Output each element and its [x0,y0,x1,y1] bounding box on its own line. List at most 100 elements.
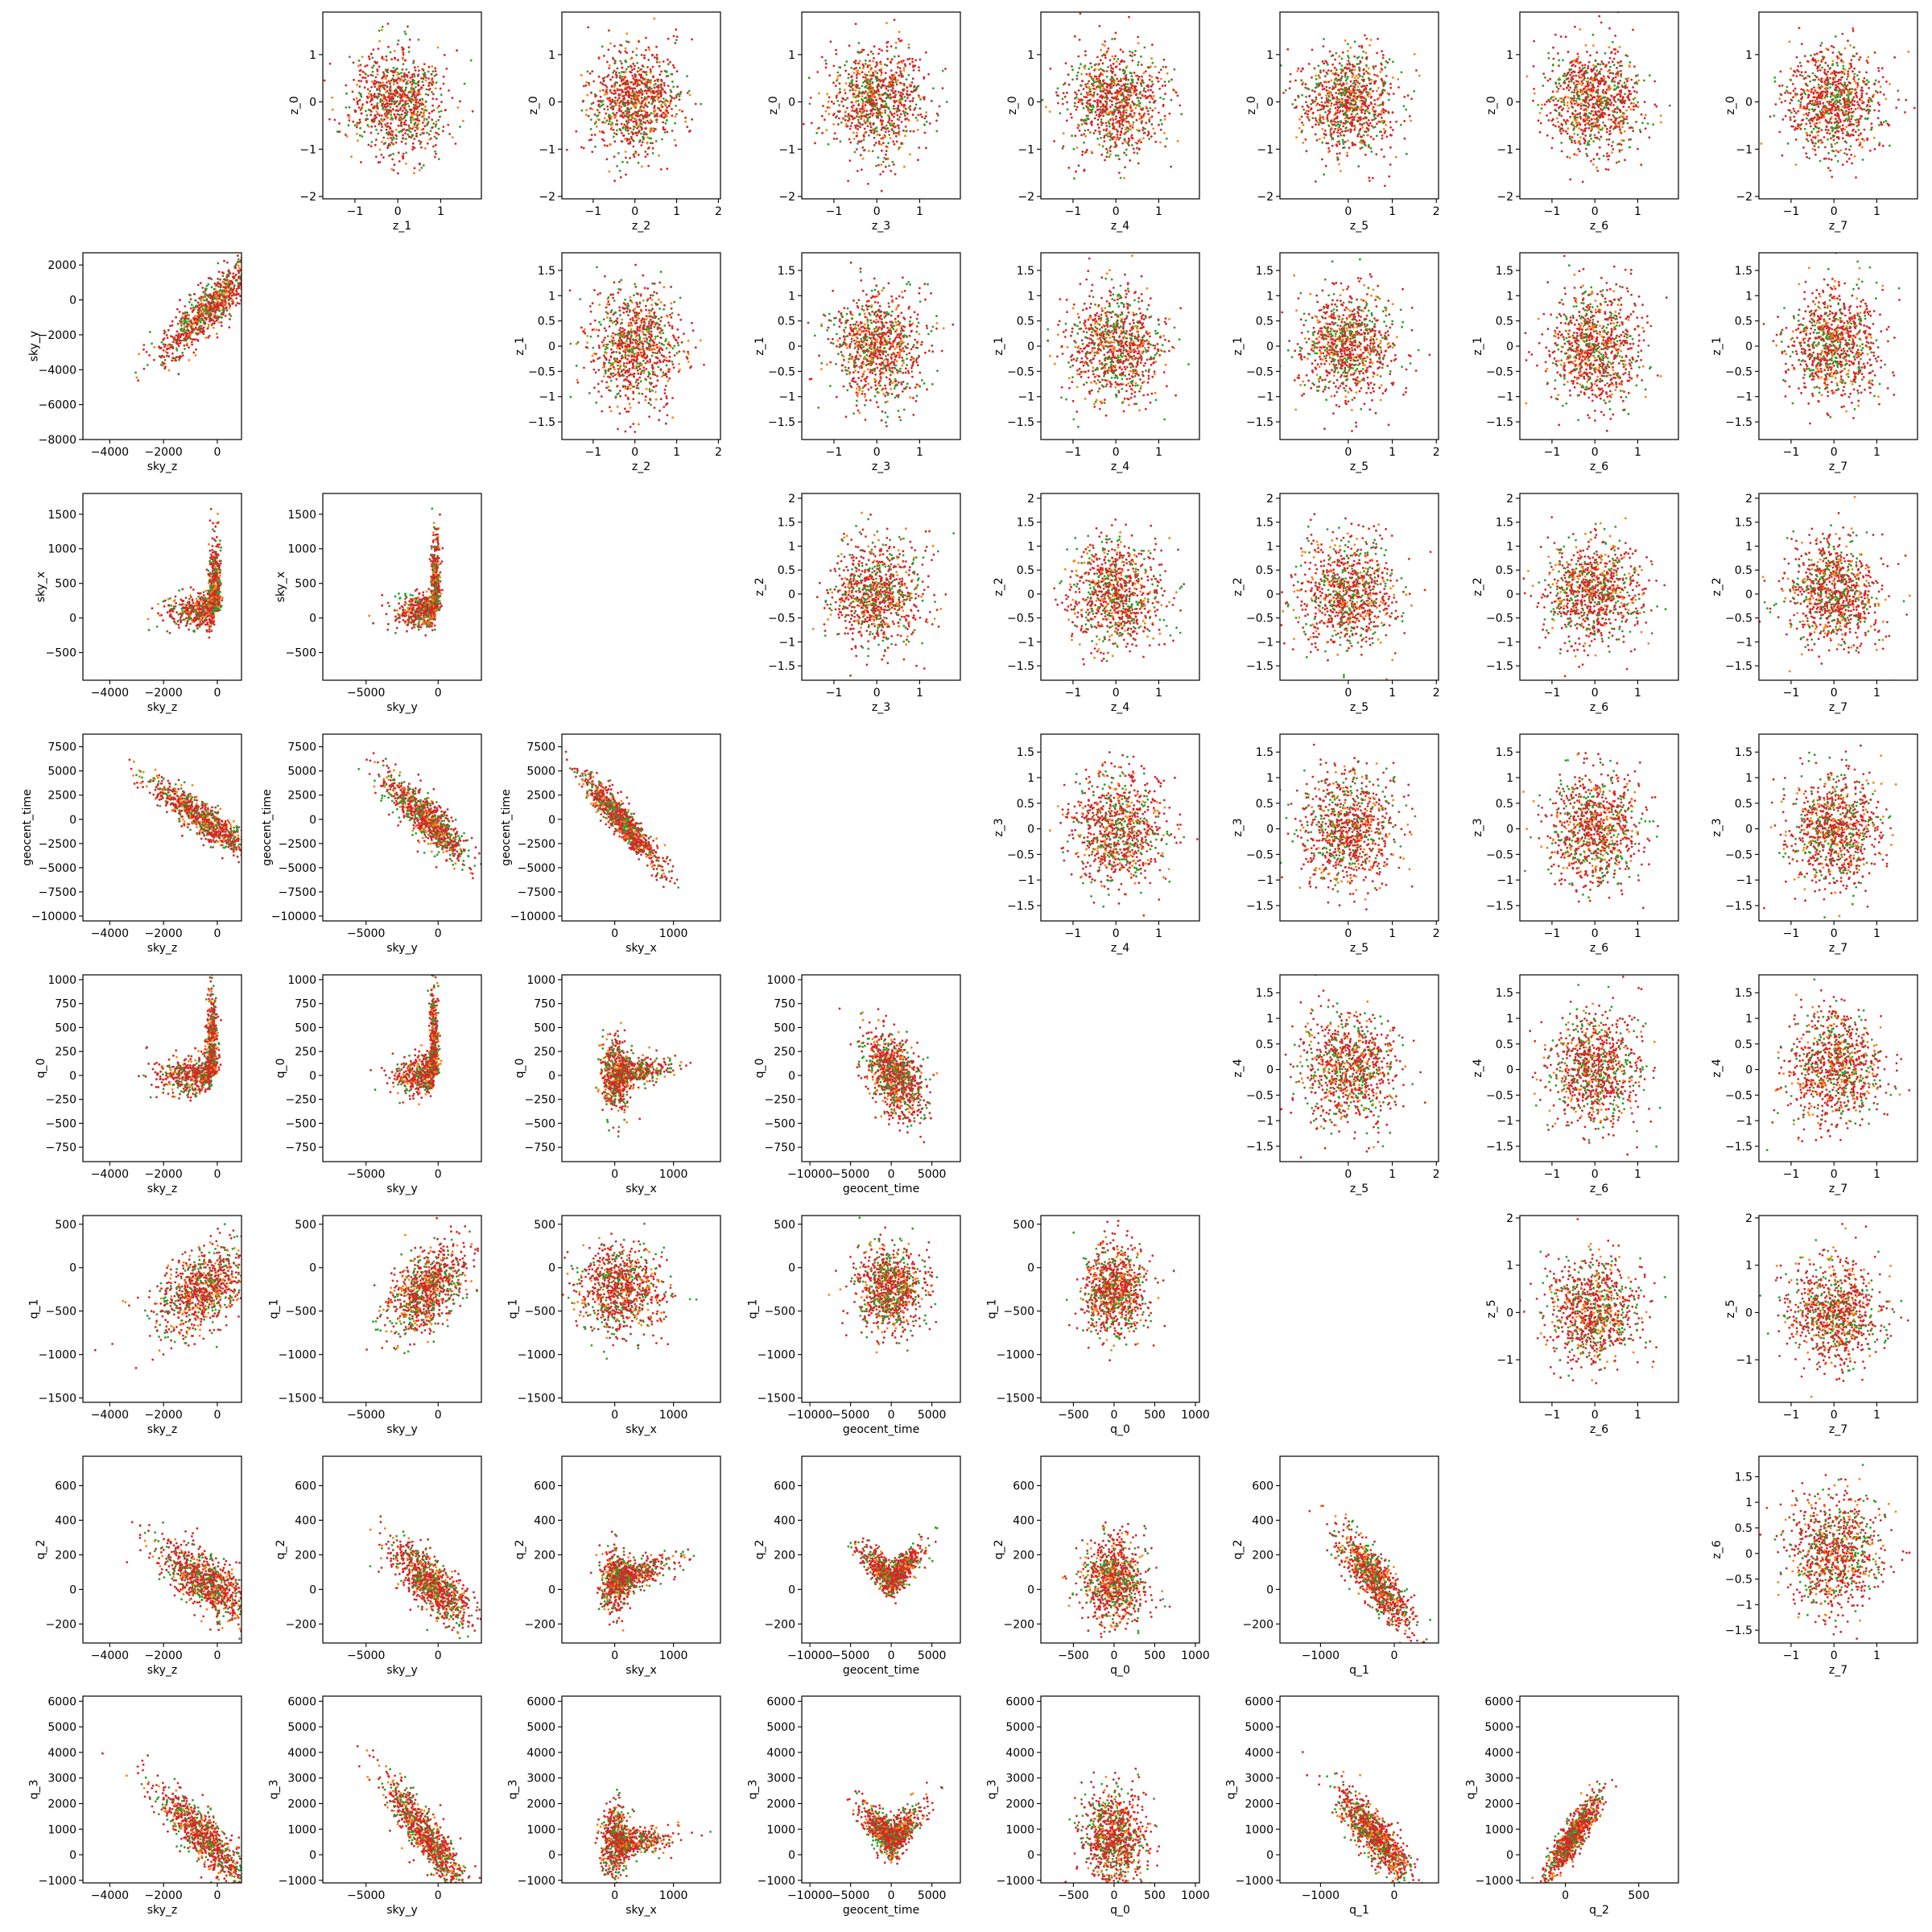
scatter-point [372,106,374,109]
y-tick-label: 1 [309,49,316,62]
scatter-point [656,113,658,115]
scatter-point [392,169,395,171]
scatter-point [881,79,883,81]
scatter-point [613,105,615,108]
scatter-point [410,111,413,114]
scatter-point [1125,111,1128,114]
scatter-point [880,115,883,118]
scatter-point [591,151,594,154]
scatter-point [889,93,892,96]
scatter-point [858,91,861,94]
scatter-point [357,102,359,105]
scatter-point [378,39,381,43]
scatter-point [644,89,647,93]
scatter-point [361,70,365,73]
scatter-point [893,142,896,146]
scatter-point [1123,72,1126,74]
scatter-point [1341,101,1344,104]
scatter-point [1336,131,1339,134]
scatter-point [1126,142,1129,145]
scatter-point [419,102,422,105]
scatter-point [1109,64,1113,67]
scatter-point [915,85,919,89]
scatter-point [1048,110,1051,114]
scatter-point [1061,147,1064,150]
scatter-point [621,132,623,134]
scatter-point [1560,132,1563,135]
scatter-point [918,69,921,72]
scatter-point [648,114,651,117]
scatter-point [1105,147,1108,151]
scatter-point [900,121,903,123]
scatter-point [1382,127,1385,130]
scatter-point [358,134,361,137]
scatter-point [833,132,836,135]
scatter-point [616,129,618,132]
scatter-point [1096,101,1099,104]
scatter-point [590,138,592,141]
scatter-point [857,111,859,114]
scatter-point [1359,91,1362,93]
scatter-point [904,118,906,121]
scatter-point [679,93,682,95]
scatter-point [624,129,627,131]
scatter-point [897,104,900,107]
scatter-point [1339,109,1342,113]
scatter-point [640,109,643,113]
scatter-point [1097,85,1100,89]
scatter-point [1131,144,1133,147]
scatter-point [1344,89,1346,93]
scatter-point [1146,107,1149,110]
scatter-point [1129,128,1132,131]
scatter-point [1136,142,1138,145]
scatter-point [1126,130,1129,133]
scatter-point [925,111,928,114]
scatter-point [1369,82,1373,85]
scatter-point [1080,63,1082,66]
scatter-point [880,104,882,107]
scatter-point [1354,126,1356,130]
scatter-point [403,121,406,124]
scatter-point [381,140,383,143]
scatter-point [649,130,652,134]
scatter-point [1061,97,1064,101]
scatter-point [646,153,649,156]
scatter-point [889,122,891,125]
scatter-point [644,114,646,117]
scatter-point [1129,50,1131,53]
scatter-point [674,115,677,118]
scatter-point [606,108,609,111]
scatter-point [871,103,874,106]
scatter-point [1335,121,1337,124]
scatter-point [870,77,873,80]
scatter-point [1084,134,1088,138]
scatter-point [1331,123,1334,126]
scatter-point [448,133,451,135]
scatter-point [1070,116,1073,119]
scatter-point [878,47,881,51]
scatter-point [404,142,407,145]
scatter-point [1152,127,1155,130]
scatter-point [390,167,394,171]
scatter-point [385,131,388,134]
scatter-point [1383,155,1385,159]
scatter-point [1130,86,1133,89]
scatter-point [1323,101,1327,104]
scatter-point [844,118,847,122]
scatter-point [1369,96,1373,99]
scatter-point [411,134,415,137]
scatter-point [1333,103,1336,106]
scatter-point [447,123,450,126]
scatter-point [1041,98,1044,101]
scatter-point [1368,93,1371,96]
scatter-point [891,160,894,163]
scatter-point [359,126,361,130]
scatter-point [894,107,897,110]
scatter-point [382,72,386,76]
scatter-point [599,95,602,98]
scatter-point [1364,34,1366,37]
scatter-point [1086,102,1089,105]
scatter-point [350,155,353,159]
y-tick-label: 0 [309,97,316,109]
scatter-point [904,99,907,102]
